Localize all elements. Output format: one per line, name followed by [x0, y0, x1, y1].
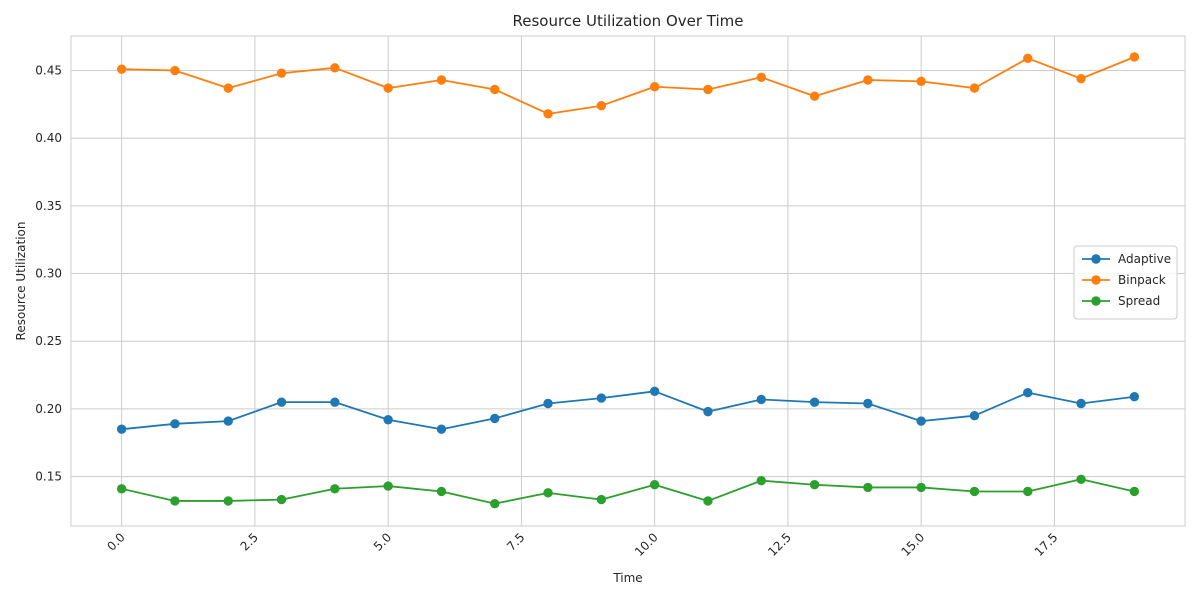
y-tick-label: 0.40: [35, 131, 62, 145]
data-point-adaptive: [969, 410, 980, 421]
data-point-spread: [170, 496, 180, 506]
data-point-spread: [1023, 486, 1033, 497]
data-point-binpack: [863, 75, 873, 85]
series-line-binpack: [121, 56, 1135, 115]
data-point-binpack: [916, 76, 926, 87]
data-point-spread: [1129, 486, 1140, 497]
legend-marker: [1091, 275, 1101, 285]
data-point-binpack: [756, 72, 766, 82]
y-tick-label: 0.30: [35, 267, 62, 281]
data-point-adaptive: [223, 416, 233, 426]
plot-frame: [70, 35, 1186, 527]
y-tick-label: 0.15: [35, 470, 62, 484]
data-point-binpack: [436, 75, 447, 85]
legend-item-spread: Spread: [1082, 294, 1160, 308]
data-point-spread: [543, 488, 553, 498]
legend-marker: [1091, 296, 1101, 306]
data-point-spread: [969, 486, 980, 497]
data-point-binpack: [703, 84, 713, 95]
legend-item-adaptive: Adaptive: [1082, 252, 1171, 266]
series-line-spread: [121, 478, 1135, 505]
data-point-adaptive: [703, 406, 713, 417]
data-point-spread: [383, 481, 393, 491]
data-point-binpack: [330, 63, 340, 73]
data-point-binpack: [969, 83, 980, 93]
y-tick-labels: 0.15 0.20 0.25 0.30 0.35 0.40 0.45: [35, 64, 62, 484]
data-point-adaptive: [916, 416, 926, 426]
data-point-spread: [116, 484, 127, 494]
data-point-adaptive: [383, 415, 393, 425]
data-point-spread: [276, 494, 287, 505]
data-point-spread: [916, 482, 926, 493]
data-point-spread: [863, 482, 873, 493]
series-layer: [116, 52, 1140, 509]
y-tick-label: 0.25: [35, 334, 62, 348]
data-point-spread: [809, 480, 820, 490]
legend-label: Spread: [1118, 294, 1160, 308]
data-point-spread: [490, 498, 500, 509]
data-point-adaptive: [1076, 398, 1086, 409]
data-point-adaptive: [756, 394, 766, 405]
data-point-adaptive: [490, 413, 500, 424]
data-point-binpack: [170, 65, 180, 76]
data-point-spread: [756, 475, 766, 486]
data-point-adaptive: [1023, 387, 1033, 398]
y-axis-label: Resource Utilization: [14, 222, 28, 341]
data-point-spread: [223, 496, 233, 506]
legend-marker: [1091, 254, 1101, 264]
data-point-adaptive: [330, 397, 340, 407]
data-point-binpack: [223, 83, 233, 93]
data-point-spread: [330, 484, 340, 494]
chart-title: Resource Utilization Over Time: [512, 12, 743, 30]
data-point-adaptive: [863, 398, 873, 409]
data-point-adaptive: [809, 397, 820, 407]
series-spread: [116, 474, 1140, 509]
plot-area: [70, 35, 1186, 527]
legend-label: Adaptive: [1118, 252, 1171, 266]
x-axis-label: Time: [612, 571, 642, 585]
data-point-adaptive: [170, 419, 180, 429]
data-point-adaptive: [116, 424, 127, 434]
series-line-adaptive: [121, 390, 1135, 431]
data-point-spread: [596, 494, 607, 505]
data-point-binpack: [276, 68, 287, 78]
data-point-spread: [436, 486, 447, 497]
data-point-binpack: [1129, 52, 1140, 62]
data-point-adaptive: [649, 386, 660, 397]
data-point-spread: [649, 480, 660, 490]
data-point-spread: [1076, 474, 1086, 485]
plot-background: [71, 36, 1185, 526]
series-adaptive: [116, 386, 1140, 434]
data-point-binpack: [383, 83, 393, 93]
data-point-binpack: [1023, 53, 1033, 64]
data-point-adaptive: [276, 397, 287, 407]
data-point-binpack: [596, 101, 607, 111]
data-point-binpack: [649, 82, 660, 92]
data-point-adaptive: [436, 424, 447, 434]
data-point-adaptive: [596, 393, 607, 403]
grid-lines: [71, 36, 1185, 526]
y-tick-label: 0.45: [35, 64, 62, 78]
legend: Adaptive Binpack Spread: [1073, 245, 1178, 320]
legend-item-binpack: Binpack: [1082, 273, 1166, 287]
data-point-spread: [703, 496, 713, 506]
data-point-binpack: [116, 64, 127, 74]
series-binpack: [116, 52, 1140, 119]
legend-label: Binpack: [1118, 273, 1166, 287]
data-point-binpack: [1076, 73, 1086, 84]
y-tick-label: 0.35: [35, 199, 62, 213]
data-point-adaptive: [543, 398, 553, 409]
y-tick-label: 0.20: [35, 402, 62, 416]
data-point-binpack: [809, 91, 820, 101]
data-point-adaptive: [1129, 392, 1140, 402]
data-point-binpack: [543, 109, 553, 119]
data-point-binpack: [490, 84, 500, 95]
